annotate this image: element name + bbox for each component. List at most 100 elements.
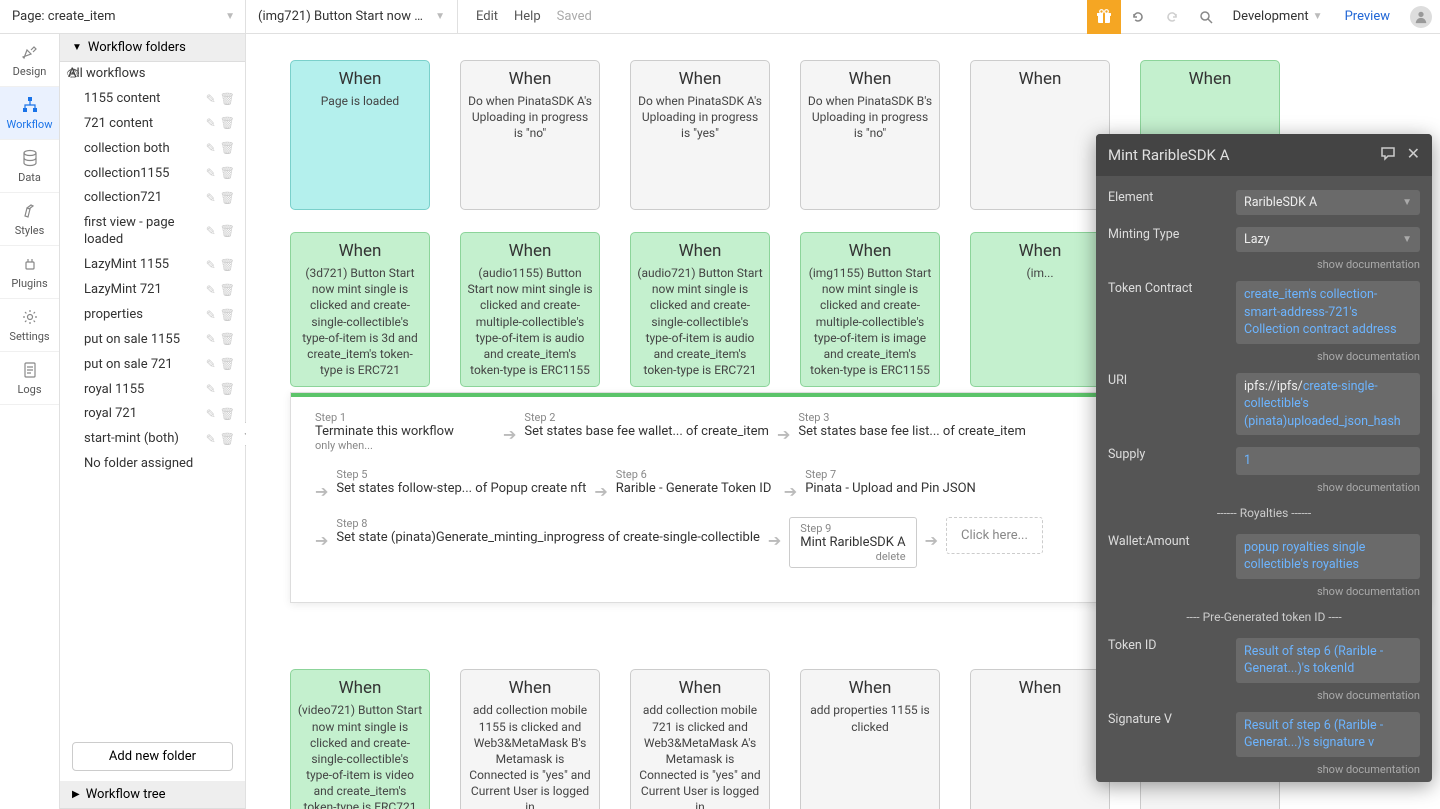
supply-field[interactable]: 1 xyxy=(1236,447,1420,475)
workflow-card[interactable]: Whenadd collection mobile 1155 is clicke… xyxy=(460,669,600,809)
folder-item[interactable]: collection721✎🗑 xyxy=(60,186,245,211)
folder-item[interactable]: put on sale 721✎🗑 xyxy=(60,353,245,378)
workflow-card[interactable]: When xyxy=(970,60,1110,210)
rail-plugins[interactable]: Plugins xyxy=(0,246,59,299)
delete-icon[interactable]: 🗑 xyxy=(220,191,235,207)
folder-item[interactable]: LazyMint 721✎🗑 xyxy=(60,278,245,303)
step-2[interactable]: Set states base fee wallet... of create_… xyxy=(524,424,769,439)
workflow-card[interactable]: When(audio1155) Button Start now mint si… xyxy=(460,232,600,387)
step-7[interactable]: Pinata - Upload and Pin JSON xyxy=(805,481,985,496)
close-icon[interactable]: ✕ xyxy=(1407,144,1420,166)
workflow-card[interactable]: When(audio721) Button Start now mint sin… xyxy=(630,232,770,387)
delete-icon[interactable]: 🗑 xyxy=(220,432,235,448)
edit-icon[interactable]: ✎ xyxy=(206,357,216,373)
workflow-canvas[interactable]: WhenPage is loadedWhenDo when PinataSDK … xyxy=(246,34,1440,809)
delete-icon[interactable]: 🗑 xyxy=(220,141,235,157)
edit-icon[interactable]: ✎ xyxy=(206,258,216,274)
folder-item[interactable]: properties✎🗑 xyxy=(60,303,245,328)
edit-icon[interactable]: ✎ xyxy=(206,166,216,182)
folder-item[interactable]: put on sale 1155✎🗑 xyxy=(60,328,245,353)
delete-icon[interactable]: 🗑 xyxy=(220,166,235,182)
redo-icon[interactable] xyxy=(1155,0,1189,34)
element-selector[interactable]: (img721) Button Start now mint ... ▼ xyxy=(246,0,458,33)
step-9-selected[interactable]: Step 9 Mint RaribleSDK A delete xyxy=(789,517,916,568)
minting-type-select[interactable]: Lazy▼ xyxy=(1236,227,1420,252)
panel-header[interactable]: Mint RaribleSDK A ✕ xyxy=(1096,134,1432,176)
help-menu[interactable]: Help xyxy=(506,9,549,24)
folder-item[interactable]: collection1155✎🗑 xyxy=(60,162,245,187)
edit-icon[interactable]: ✎ xyxy=(206,191,216,207)
edit-icon[interactable]: ✎ xyxy=(206,407,216,423)
workflow-card[interactable]: When(im... xyxy=(970,232,1110,387)
show-doc-link[interactable]: show documentation xyxy=(1096,350,1432,367)
undo-icon[interactable] xyxy=(1121,0,1155,34)
token-contract-field[interactable]: create_item's collection-smart-address-7… xyxy=(1236,281,1420,344)
edit-icon[interactable]: ✎ xyxy=(206,92,216,108)
workflow-card[interactable]: WhenDo when PinataSDK A's Uploading in p… xyxy=(460,60,600,210)
edit-icon[interactable]: ✎ xyxy=(206,308,216,324)
signature-v-field[interactable]: Result of step 6 (Rarible - Generat...)'… xyxy=(1236,712,1420,757)
workflow-card[interactable]: When(3d721) Button Start now mint single… xyxy=(290,232,430,387)
workflow-card[interactable]: WhenPage is loaded xyxy=(290,60,430,210)
edit-icon[interactable]: ✎ xyxy=(206,432,216,448)
folder-item[interactable]: 👁All workflows xyxy=(60,62,245,87)
edit-icon[interactable]: ✎ xyxy=(206,141,216,157)
folder-item[interactable]: collection both✎🗑 xyxy=(60,137,245,162)
comment-icon[interactable] xyxy=(1379,144,1397,166)
delete-icon[interactable]: 🗑 xyxy=(220,283,235,299)
wallet-amount-field[interactable]: popup royalties single collectible's roy… xyxy=(1236,534,1420,579)
delete-icon[interactable]: 🗑 xyxy=(220,308,235,324)
edit-icon[interactable]: ✎ xyxy=(206,283,216,299)
search-icon[interactable] xyxy=(1189,0,1223,34)
delete-icon[interactable]: 🗑 xyxy=(220,116,235,132)
avatar[interactable] xyxy=(1410,6,1432,28)
delete-icon[interactable]: 🗑 xyxy=(220,407,235,423)
show-doc-link[interactable]: show documentation xyxy=(1096,481,1432,498)
folder-item[interactable]: first view - page loaded✎🗑 xyxy=(60,211,245,253)
folder-item[interactable]: No folder assigned xyxy=(60,452,245,477)
step-6[interactable]: Rarible - Generate Token ID xyxy=(616,481,776,496)
element-select[interactable]: RaribleSDK A▼ xyxy=(1236,190,1420,215)
add-step-placeholder[interactable]: Click here... xyxy=(946,517,1043,554)
delete-icon[interactable]: 🗑 xyxy=(220,332,235,348)
workflow-folders-header[interactable]: ▼ Workflow folders xyxy=(60,34,245,62)
folder-item[interactable]: 1155 content✎🗑 xyxy=(60,87,245,112)
show-doc-link[interactable]: show documentation xyxy=(1096,689,1432,706)
environment-selector[interactable]: Development ▼ xyxy=(1223,9,1333,24)
workflow-card[interactable]: When(video721) Button Start now mint sin… xyxy=(290,669,430,809)
delete-icon[interactable]: 🗑 xyxy=(220,92,235,108)
edit-icon[interactable]: ✎ xyxy=(206,382,216,398)
rail-workflow[interactable]: Workflow xyxy=(0,87,59,140)
workflow-card[interactable]: When(img1155) Button Start now mint sing… xyxy=(800,232,940,387)
folder-item[interactable]: LazyMint 1155✎🗑 xyxy=(60,253,245,278)
folder-item[interactable]: royal 1155✎🗑 xyxy=(60,378,245,403)
workflow-card[interactable]: Whenadd collection mobile 721 is clicked… xyxy=(630,669,770,809)
delete-icon[interactable]: 🗑 xyxy=(220,382,235,398)
workflow-tree-header[interactable]: ▶ Workflow tree xyxy=(60,781,245,809)
token-id-field[interactable]: Result of step 6 (Rarible - Generat...)'… xyxy=(1236,638,1420,683)
edit-menu[interactable]: Edit xyxy=(468,9,506,24)
gift-icon[interactable] xyxy=(1087,0,1121,34)
workflow-card[interactable]: WhenDo when PinataSDK B's Uploading in p… xyxy=(800,60,940,210)
delete-icon[interactable]: 🗑 xyxy=(220,357,235,373)
folder-item[interactable]: start-mint (both)✎🗑 xyxy=(60,427,245,452)
show-doc-link[interactable]: show documentation xyxy=(1096,258,1432,275)
page-selector[interactable]: Page: create_item ▼ xyxy=(0,0,246,33)
delete-icon[interactable]: 🗑 xyxy=(220,224,235,240)
rail-data[interactable]: Data xyxy=(0,140,59,193)
edit-icon[interactable]: ✎ xyxy=(206,332,216,348)
workflow-card[interactable]: Whenadd properties 1155 is clicked xyxy=(800,669,940,809)
edit-icon[interactable]: ✎ xyxy=(206,116,216,132)
edit-icon[interactable]: ✎ xyxy=(206,224,216,240)
delete-icon[interactable]: 🗑 xyxy=(220,258,235,274)
step-1[interactable]: Terminate this workflow xyxy=(315,424,495,439)
delete-step[interactable]: delete xyxy=(800,550,905,563)
rail-design[interactable]: Design xyxy=(0,34,59,87)
show-doc-link[interactable]: show documentation xyxy=(1096,585,1432,602)
uri-field[interactable]: ipfs://ipfs/create-single-collectible's … xyxy=(1236,373,1420,436)
step-3[interactable]: Set states base fee list... of create_it… xyxy=(798,424,1026,439)
rail-styles[interactable]: Styles xyxy=(0,193,59,246)
rail-settings[interactable]: Settings xyxy=(0,299,59,352)
rail-logs[interactable]: Logs xyxy=(0,352,59,405)
step-8[interactable]: Set state (pinata)Generate_minting_inpro… xyxy=(336,530,759,545)
